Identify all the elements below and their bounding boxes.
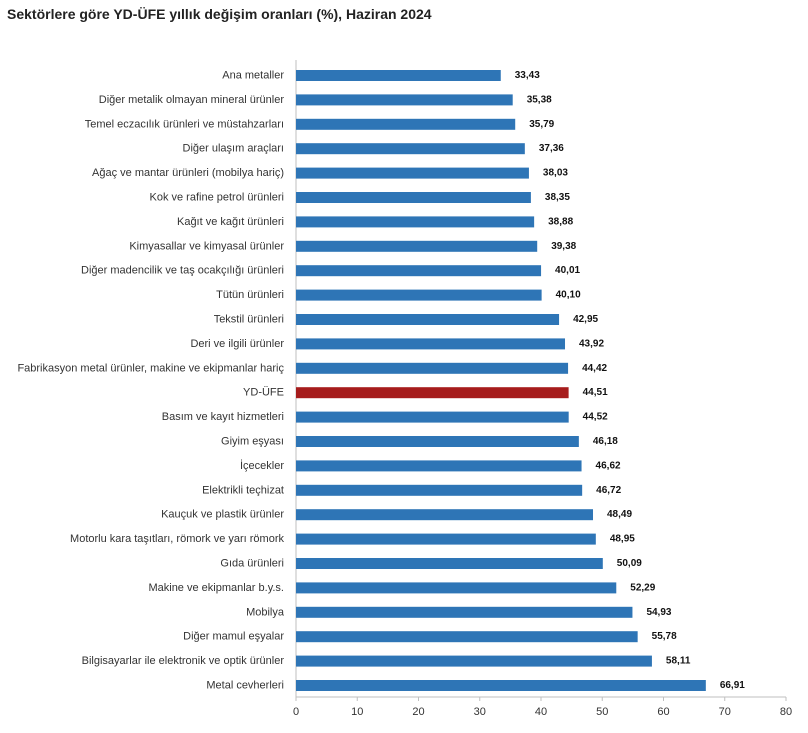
bar <box>296 558 603 569</box>
category-label: Tütün ürünleri <box>216 289 284 301</box>
x-axis-ticks: 0 10 20 30 40 50 60 70 80 <box>293 697 792 718</box>
value-label: 35,38 <box>527 94 552 105</box>
category-label: Ana metaller <box>222 70 284 82</box>
value-label: 58,11 <box>666 656 691 667</box>
bar <box>296 436 579 447</box>
bar <box>296 655 652 667</box>
category-label: Diğer metalik olmayan mineral ürünler <box>99 94 285 106</box>
category-label: Kok ve rafine petrol ürünleri <box>149 192 284 204</box>
category-label: İçecekler <box>240 459 284 472</box>
bar <box>296 631 638 643</box>
bar <box>296 338 566 350</box>
category-label: Bilgisayarlar ile elektronik ve optik ür… <box>82 655 285 667</box>
category-labels: Ana metaller Diğer metalik olmayan minera… <box>17 70 284 692</box>
value-label: 33,43 <box>515 70 540 81</box>
category-label: Diğer madencilik ve taş ocakçılığı ürünl… <box>81 265 284 277</box>
value-label: 55,78 <box>652 631 677 642</box>
category-label: Ağaç ve mantar ürünleri (mobilya hariç) <box>92 167 284 179</box>
chart-title: Sektörlere göre YD-ÜFE yıllık değişim or… <box>7 6 432 22</box>
bar <box>296 680 706 691</box>
bar <box>296 533 596 545</box>
value-label: 44,52 <box>583 412 608 423</box>
category-label: Mobilya <box>246 606 285 618</box>
value-label: 40,01 <box>555 265 580 276</box>
category-label: Tekstil ürünleri <box>214 314 284 326</box>
category-label: YD-ÜFE <box>243 387 284 399</box>
x-tick-label: 50 <box>596 706 608 718</box>
value-label: 38,35 <box>545 192 570 203</box>
x-tick-label: 40 <box>535 706 547 718</box>
value-label: 40,10 <box>556 290 581 301</box>
category-label: Giyim eşyası <box>221 436 284 448</box>
bar <box>296 606 633 618</box>
category-label: Kağıt ve kağıt ürünleri <box>177 216 284 228</box>
value-label: 35,79 <box>529 119 554 130</box>
value-labels: 33,43 35,38 35,79 37,36 38,03 38,35 38,88 39,38… <box>515 70 746 691</box>
category-label: Metal cevherleri <box>206 680 284 692</box>
category-label: Makine ve ekipmanlar b.y.s. <box>148 582 284 594</box>
x-tick-label: 70 <box>719 706 731 718</box>
category-label: Diğer mamul eşyalar <box>183 631 284 643</box>
bar <box>296 460 582 472</box>
x-tick-label: 60 <box>657 706 669 718</box>
bar <box>296 362 569 374</box>
category-label: Gıda ürünleri <box>220 558 284 570</box>
value-label: 48,49 <box>607 509 632 520</box>
bar <box>296 484 583 496</box>
bar <box>296 314 560 325</box>
value-label: 44,42 <box>582 363 607 374</box>
bar <box>296 411 569 423</box>
bar <box>296 289 542 301</box>
value-label: 66,91 <box>720 680 745 691</box>
category-label: Basım ve kayıt hizmetleri <box>162 411 284 423</box>
value-label: 46,72 <box>596 485 621 496</box>
category-label: Diğer ulaşım araçları <box>183 143 284 155</box>
x-tick-label: 20 <box>412 706 424 718</box>
category-label: Temel eczacılık ürünleri ve müstahzarlar… <box>85 118 284 130</box>
bar <box>296 265 542 277</box>
value-label: 43,92 <box>579 338 604 349</box>
value-label: 42,95 <box>573 314 598 325</box>
bar <box>296 582 617 594</box>
value-label: 38,88 <box>548 216 573 227</box>
bar <box>296 509 594 521</box>
bar <box>296 118 516 130</box>
bar <box>296 94 513 106</box>
value-label: 37,36 <box>539 143 564 154</box>
x-tick-label: 30 <box>474 706 486 718</box>
value-label: 46,18 <box>593 436 618 447</box>
value-label: 39,38 <box>551 241 576 252</box>
value-label: 44,51 <box>583 387 608 398</box>
value-label: 50,09 <box>617 558 642 569</box>
bar <box>296 216 535 228</box>
category-label: Elektrikli teçhizat <box>202 484 284 496</box>
bar <box>296 70 501 81</box>
bar <box>296 167 529 179</box>
bar <box>296 240 538 252</box>
x-tick-label: 10 <box>351 706 363 718</box>
value-label: 38,03 <box>543 168 568 179</box>
bar <box>296 143 525 155</box>
value-label: 46,62 <box>596 460 621 471</box>
value-label: 48,95 <box>610 534 635 545</box>
x-tick-label: 0 <box>293 706 299 718</box>
value-label: 54,93 <box>646 607 671 618</box>
category-label: Deri ve ilgili ürünler <box>190 338 284 350</box>
category-label: Fabrikasyon metal ürünler, makine ve eki… <box>17 362 284 374</box>
category-label: Kauçuk ve plastik ürünler <box>161 509 284 521</box>
value-label: 52,29 <box>630 582 655 593</box>
category-label: Kimyasallar ve kimyasal ürünler <box>129 240 284 252</box>
category-label: Motorlu kara taşıtları, römork ve yarı r… <box>70 533 284 545</box>
bars-group <box>296 70 706 691</box>
bar <box>296 192 531 203</box>
bar <box>296 387 569 399</box>
x-tick-label: 80 <box>780 706 792 718</box>
